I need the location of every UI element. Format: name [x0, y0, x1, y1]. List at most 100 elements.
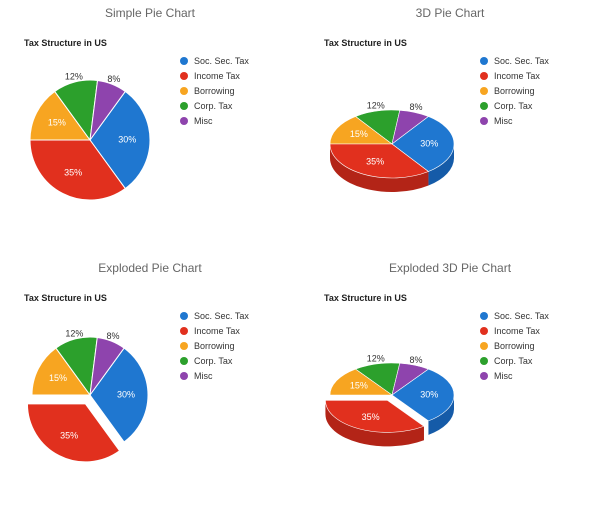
- slice-percent-label: 15%: [350, 381, 368, 391]
- legend-swatch: [480, 72, 488, 80]
- legend-item: Corp. Tax: [480, 354, 549, 368]
- legend-label: Borrowing: [194, 339, 235, 353]
- panel-exploded-pie: Exploded Pie Chart Tax Structure in US 3…: [0, 255, 300, 510]
- legend-swatch: [180, 102, 188, 110]
- chart-svg-container: 30% 35% 15% 12% 8%: [10, 54, 170, 234]
- legend-item: Misc: [480, 369, 549, 383]
- legend-label: Misc: [494, 369, 513, 383]
- legend-swatch: [180, 342, 188, 350]
- legend-label: Income Tax: [194, 69, 240, 83]
- chart-svg-container: 30% 35% 15% 12% 8%: [310, 54, 470, 234]
- chart-subtitle: Tax Structure in US: [324, 38, 407, 48]
- slice-percent-label: 15%: [350, 129, 368, 139]
- legend-item: Misc: [180, 114, 249, 128]
- legend-swatch: [480, 57, 488, 65]
- legend-swatch: [180, 117, 188, 125]
- slice-percent-label: 35%: [60, 430, 78, 440]
- slice-percent-label: 30%: [420, 389, 438, 399]
- legend-item: Income Tax: [480, 69, 549, 83]
- legend-label: Misc: [494, 114, 513, 128]
- legend-swatch: [480, 357, 488, 365]
- pie-svg: 30% 35% 15% 12% 8%: [10, 309, 170, 489]
- slice-percent-label: 8%: [409, 102, 422, 112]
- legend-label: Soc. Sec. Tax: [494, 54, 549, 68]
- legend-item: Income Tax: [180, 324, 249, 338]
- legend-swatch: [180, 312, 188, 320]
- chart-svg-container: 30% 35% 15% 12% 8%: [10, 309, 170, 489]
- legend-swatch: [180, 357, 188, 365]
- legend-label: Corp. Tax: [494, 99, 532, 113]
- legend-item: Borrowing: [480, 84, 549, 98]
- slice-percent-label: 8%: [107, 74, 120, 84]
- chart-subtitle: Tax Structure in US: [24, 38, 107, 48]
- slice-percent-label: 12%: [65, 72, 83, 82]
- legend-swatch: [480, 312, 488, 320]
- slice-percent-label: 35%: [362, 412, 380, 422]
- panel-3d-pie: 3D Pie Chart Tax Structure in US 30% 35% 1…: [300, 0, 600, 255]
- legend-item: Soc. Sec. Tax: [180, 54, 249, 68]
- legend-label: Income Tax: [494, 69, 540, 83]
- legend-label: Misc: [194, 114, 213, 128]
- legend-label: Corp. Tax: [194, 99, 232, 113]
- legend-swatch: [180, 57, 188, 65]
- slice-percent-label: 30%: [117, 389, 135, 399]
- legend-swatch: [480, 102, 488, 110]
- legend-label: Income Tax: [494, 324, 540, 338]
- chart-subtitle: Tax Structure in US: [24, 293, 107, 303]
- slice-percent-label: 35%: [64, 168, 82, 178]
- legend-item: Soc. Sec. Tax: [480, 309, 549, 323]
- panel-exploded-3d-pie: Exploded 3D Pie Chart Tax Structure in U…: [300, 255, 600, 510]
- legend-item: Corp. Tax: [180, 99, 249, 113]
- chart-legend: Soc. Sec. TaxIncome TaxBorrowingCorp. Ta…: [480, 54, 549, 129]
- slice-percent-label: 15%: [49, 373, 67, 383]
- panel-title: 3D Pie Chart: [300, 0, 600, 24]
- legend-swatch: [480, 372, 488, 380]
- slice-percent-label: 35%: [366, 157, 384, 167]
- slice-percent-label: 30%: [420, 138, 438, 148]
- chart-grid: Simple Pie Chart Tax Structure in US 30%…: [0, 0, 600, 510]
- legend-swatch: [180, 327, 188, 335]
- legend-swatch: [180, 372, 188, 380]
- legend-label: Soc. Sec. Tax: [194, 54, 249, 68]
- legend-item: Income Tax: [180, 69, 249, 83]
- chart-legend: Soc. Sec. TaxIncome TaxBorrowingCorp. Ta…: [180, 309, 249, 384]
- slice-percent-label: 12%: [367, 101, 385, 111]
- legend-label: Borrowing: [494, 84, 535, 98]
- panel-title: Exploded 3D Pie Chart: [300, 255, 600, 279]
- panel-title: Simple Pie Chart: [0, 0, 300, 24]
- pie-svg: 30% 35% 15% 12% 8%: [310, 54, 470, 234]
- slice-percent-label: 8%: [107, 331, 120, 341]
- legend-swatch: [480, 87, 488, 95]
- legend-label: Soc. Sec. Tax: [494, 309, 549, 323]
- legend-label: Corp. Tax: [494, 354, 532, 368]
- legend-item: Borrowing: [180, 339, 249, 353]
- chart-legend: Soc. Sec. TaxIncome TaxBorrowingCorp. Ta…: [180, 54, 249, 129]
- legend-swatch: [180, 72, 188, 80]
- slice-percent-label: 8%: [409, 355, 422, 365]
- legend-item: Soc. Sec. Tax: [180, 309, 249, 323]
- legend-item: Misc: [480, 114, 549, 128]
- chart-legend: Soc. Sec. TaxIncome TaxBorrowingCorp. Ta…: [480, 309, 549, 384]
- legend-item: Borrowing: [480, 339, 549, 353]
- pie-svg: 30% 35% 15% 12% 8%: [310, 309, 470, 489]
- legend-swatch: [480, 327, 488, 335]
- slice-percent-label: 15%: [48, 117, 66, 127]
- pie-svg: 30% 35% 15% 12% 8%: [10, 54, 170, 234]
- legend-item: Corp. Tax: [180, 354, 249, 368]
- panel-title: Exploded Pie Chart: [0, 255, 300, 279]
- panel-simple-pie: Simple Pie Chart Tax Structure in US 30%…: [0, 0, 300, 255]
- legend-label: Misc: [194, 369, 213, 383]
- legend-item: Soc. Sec. Tax: [480, 54, 549, 68]
- legend-swatch: [480, 342, 488, 350]
- legend-swatch: [480, 117, 488, 125]
- slice-percent-label: 30%: [118, 134, 136, 144]
- slice-percent-label: 12%: [367, 354, 385, 364]
- legend-swatch: [180, 87, 188, 95]
- legend-label: Borrowing: [494, 339, 535, 353]
- chart-subtitle: Tax Structure in US: [324, 293, 407, 303]
- legend-item: Corp. Tax: [480, 99, 549, 113]
- chart-svg-container: 30% 35% 15% 12% 8%: [310, 309, 470, 489]
- legend-item: Income Tax: [480, 324, 549, 338]
- legend-label: Income Tax: [194, 324, 240, 338]
- slice-percent-label: 12%: [65, 329, 83, 339]
